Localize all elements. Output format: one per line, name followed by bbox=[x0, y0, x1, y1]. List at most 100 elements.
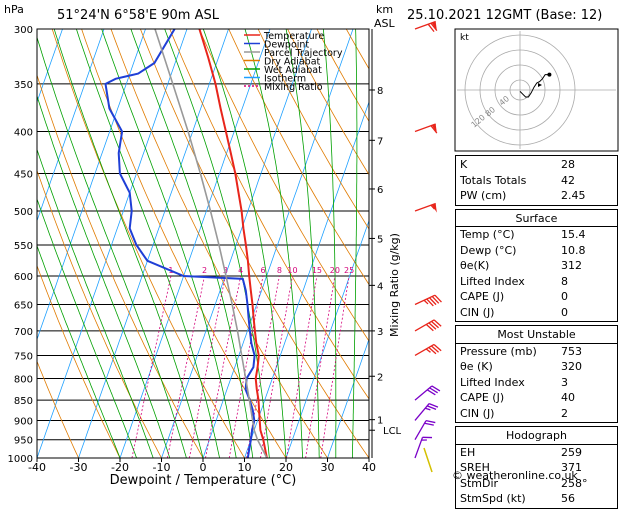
wind-barbs bbox=[415, 21, 441, 472]
km-tick-label: 6 bbox=[377, 185, 383, 196]
stat-row: CAPE (J) 40 bbox=[460, 390, 613, 406]
surface-box: Surface Temp (°C) 15.4 Dewp (°C) 10.8 θe(K… bbox=[455, 209, 618, 323]
stat-value: 10.8 bbox=[561, 243, 613, 259]
mixing-ratio-label: 10 bbox=[287, 266, 297, 275]
pressure-tick-label: 700 bbox=[14, 327, 33, 338]
profile-temperature bbox=[199, 29, 267, 458]
wind-barb bbox=[415, 21, 439, 37]
stat-label: CAPE (J) bbox=[460, 390, 504, 406]
mixing-ratio-label: 2 bbox=[202, 266, 207, 275]
dry-adiabat bbox=[52, 29, 244, 458]
barb-pennant bbox=[432, 203, 439, 213]
wet-adiabat bbox=[323, 29, 336, 458]
stat-value: 15.4 bbox=[561, 227, 613, 243]
stat-label: PW (cm) bbox=[460, 188, 506, 204]
stat-value: 320 bbox=[561, 359, 613, 375]
mixing-ratio-label: 8 bbox=[277, 266, 282, 275]
wind-barb bbox=[415, 294, 441, 313]
stat-value: 753 bbox=[561, 344, 613, 360]
dry-adiabat bbox=[0, 29, 79, 458]
pressure-tick-label: 800 bbox=[14, 374, 33, 385]
wet-adiabat bbox=[35, 29, 187, 458]
stat-label: θe (K) bbox=[460, 359, 493, 375]
credit-text: © weatheronline.co.uk bbox=[452, 469, 578, 482]
pressure-tick-label: 750 bbox=[14, 351, 33, 362]
km-tick-label: 7 bbox=[377, 136, 383, 147]
stat-value: 0 bbox=[561, 289, 613, 305]
stat-value: 56 bbox=[561, 491, 613, 507]
mixing-ratio-line bbox=[167, 276, 204, 458]
pressure-tick-label: 300 bbox=[14, 25, 33, 36]
stat-row: Dewp (°C) 10.8 bbox=[460, 243, 613, 259]
stat-label: Temp (°C) bbox=[460, 227, 515, 243]
wind-barb bbox=[415, 384, 440, 407]
stat-value: 2.45 bbox=[561, 188, 613, 204]
surface-title: Surface bbox=[460, 211, 613, 227]
stat-row: Pressure (mb)753 bbox=[460, 344, 613, 360]
km-label: km bbox=[376, 3, 393, 16]
surface-wind-arrow bbox=[424, 448, 432, 472]
stat-label: CAPE (J) bbox=[460, 289, 504, 305]
stat-label: K bbox=[460, 157, 467, 173]
mixing-ratio-line bbox=[189, 276, 225, 458]
stat-row-k: K 28 bbox=[460, 157, 613, 173]
barb-staff bbox=[415, 437, 423, 458]
stat-value: 259 bbox=[561, 445, 613, 461]
stat-value: 40 bbox=[561, 390, 613, 406]
profile-parcel-trajectory bbox=[155, 29, 267, 458]
stat-label: Lifted Index bbox=[460, 274, 525, 290]
wet-adiabat bbox=[352, 29, 357, 458]
stat-row-pw: PW (cm) 2.45 bbox=[460, 188, 613, 204]
wind-barb bbox=[415, 124, 439, 140]
pressure-tick-label: 400 bbox=[14, 128, 33, 139]
stat-row: EH 259 bbox=[460, 445, 613, 461]
hodograph-end-marker bbox=[547, 73, 551, 77]
pressure-tick-label: 650 bbox=[14, 301, 33, 312]
stat-label: CIN (J) bbox=[460, 406, 494, 422]
temp-tick-label: -40 bbox=[28, 461, 46, 474]
km-tick-label: LCL bbox=[383, 426, 402, 437]
mixing-ratio-line bbox=[321, 276, 349, 458]
km-tick-label: 4 bbox=[377, 281, 383, 292]
stat-row: θe (K) 320 bbox=[460, 359, 613, 375]
pressure-tick-label: 950 bbox=[14, 436, 33, 447]
stat-label: StmSpd (kt) bbox=[460, 491, 526, 507]
datetime-title: 25.10.2021 12GMT (Base: 12) bbox=[407, 8, 602, 23]
x-axis-label: Dewpoint / Temperature (°C) bbox=[110, 473, 297, 486]
temp-tick-label: 30 bbox=[321, 461, 335, 474]
stat-row: Temp (°C) 15.4 bbox=[460, 227, 613, 243]
stat-label: Lifted Index bbox=[460, 375, 525, 391]
mixing-ratio-axis-label: Mixing Ratio (g/kg) bbox=[388, 233, 401, 337]
stat-row: Lifted Index 3 bbox=[460, 375, 613, 391]
location-title: 51°24'N 6°58'E 90m ASL bbox=[57, 8, 219, 23]
km-tick-label: 5 bbox=[377, 234, 383, 245]
pressure-tick-label: 900 bbox=[14, 416, 33, 427]
stat-label: θe(K) bbox=[460, 258, 489, 274]
stat-label: EH bbox=[460, 445, 475, 461]
stat-row: θe(K)312 bbox=[460, 258, 613, 274]
stat-row: StmSpd (kt) 56 bbox=[460, 491, 613, 507]
wind-barb bbox=[415, 203, 439, 219]
wind-barb bbox=[415, 318, 441, 338]
legend-label: Mixing Ratio bbox=[264, 82, 323, 93]
stat-value: 0 bbox=[561, 305, 613, 321]
most-unstable-box: Most Unstable Pressure (mb)753 θe (K) 320… bbox=[455, 325, 618, 423]
mixing-ratio-line bbox=[261, 276, 293, 458]
mixing-ratio-label: 6 bbox=[260, 266, 265, 275]
stat-label: Dewp (°C) bbox=[460, 243, 516, 259]
stat-row: CIN (J)0 bbox=[460, 305, 613, 321]
isotherm bbox=[79, 29, 229, 458]
mixing-ratio-label: 4 bbox=[238, 266, 243, 275]
most-unstable-title: Most Unstable bbox=[460, 327, 613, 343]
temp-tick-label: 40 bbox=[362, 461, 376, 474]
stat-value: 28 bbox=[561, 157, 613, 173]
stat-value: 3 bbox=[561, 375, 613, 391]
km-tick-label: 2 bbox=[377, 372, 383, 383]
pressure-tick-label: 850 bbox=[14, 396, 33, 407]
